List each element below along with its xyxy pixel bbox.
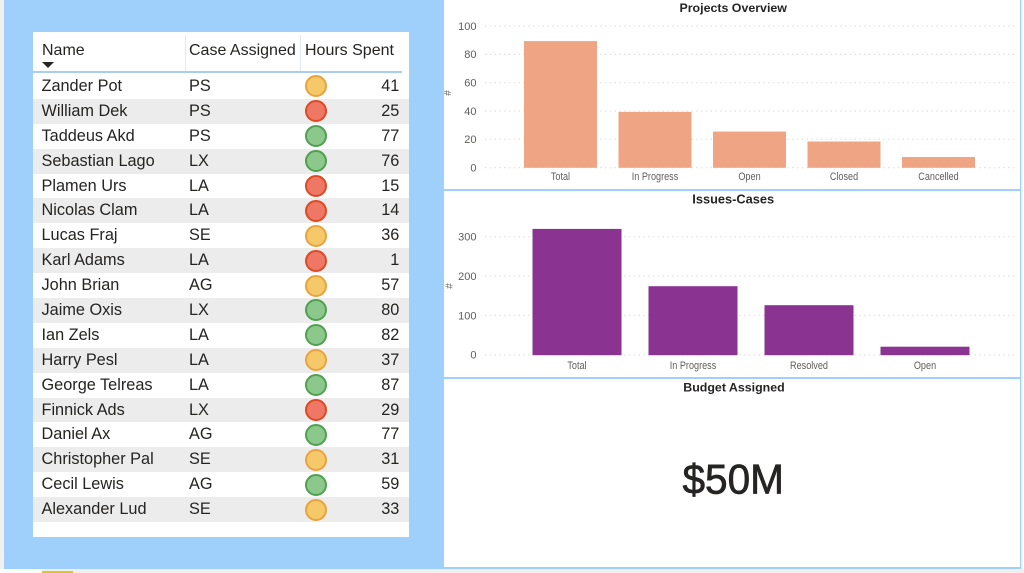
svg-text:40: 40: [464, 106, 476, 118]
svg-text:200: 200: [458, 271, 476, 283]
svg-text:Open: Open: [913, 360, 935, 372]
svg-text:100: 100: [458, 21, 476, 33]
svg-text:Resolved: Resolved: [790, 360, 828, 372]
svg-text:Total: Total: [567, 360, 586, 372]
svg-text:0: 0: [470, 162, 476, 174]
svg-text:100: 100: [458, 311, 476, 323]
svg-text:80: 80: [464, 49, 476, 61]
svg-text:In Progress: In Progress: [669, 360, 716, 372]
svg-text:60: 60: [464, 78, 476, 90]
svg-text:Cancelled: Cancelled: [918, 171, 958, 183]
svg-text:Projects Overview: Projects Overview: [679, 1, 787, 15]
svg-text:#: #: [444, 90, 454, 96]
svg-text:20: 20: [464, 134, 476, 146]
svg-text:Closed: Closed: [829, 171, 857, 183]
svg-text:Open: Open: [738, 171, 760, 183]
svg-text:0: 0: [470, 350, 476, 362]
svg-text:In Progress: In Progress: [631, 171, 678, 183]
svg-text:Issues-Cases: Issues-Cases: [692, 192, 774, 207]
svg-text:Budget Assigned: Budget Assigned: [683, 381, 784, 395]
svg-text:#: #: [444, 283, 455, 289]
svg-text:300: 300: [458, 232, 476, 244]
svg-text:Total: Total: [550, 171, 569, 183]
svg-text:$50M: $50M: [682, 456, 783, 503]
